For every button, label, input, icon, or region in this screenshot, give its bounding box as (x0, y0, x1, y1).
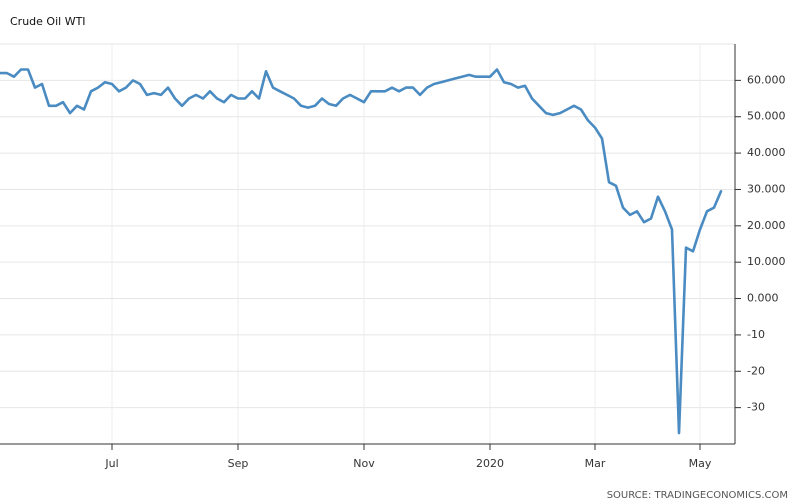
x-tick-label: Nov (353, 457, 375, 470)
y-tick-label: -10 (747, 328, 765, 341)
source-note: SOURCE: TRADINGECONOMICS.COM (607, 490, 788, 501)
y-tick-label: 50.000 (747, 110, 786, 123)
price-line (0, 68, 723, 435)
y-tick-label: 0.000 (747, 292, 779, 305)
y-tick-label: -20 (747, 364, 765, 377)
y-tick-label: 30.000 (747, 182, 786, 195)
x-tick-label: Jul (104, 457, 118, 470)
x-tick-label: 2020 (476, 457, 504, 470)
y-tick-label: 20.000 (747, 219, 786, 232)
chart-title: Crude Oil WTI (10, 15, 86, 28)
x-tick-label: Sep (228, 457, 249, 470)
y-tick-label: 10.000 (747, 255, 786, 268)
y-tick-label: 40.000 (747, 146, 786, 159)
x-tick-label: May (689, 457, 712, 470)
y-tick-label: -30 (747, 401, 765, 414)
y-tick-label: 60.000 (747, 73, 786, 86)
x-tick-label: Mar (585, 457, 606, 470)
